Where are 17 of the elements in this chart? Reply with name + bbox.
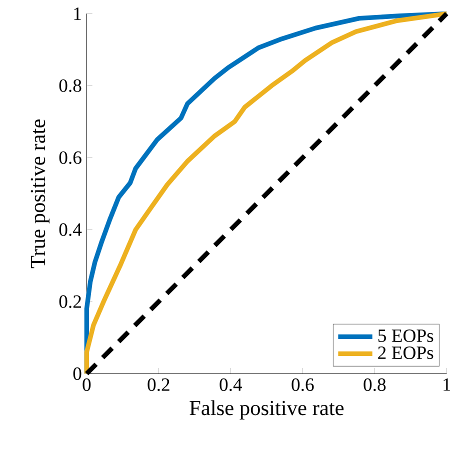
y-tick-label: 0	[73, 367, 82, 380]
line-series	[84, 11, 449, 376]
y-tick-label: 0.2	[59, 295, 81, 308]
y-tick-label: 0.6	[59, 151, 82, 164]
legend-label: 5 EOPs	[378, 329, 434, 342]
x-axis-title: False positive rate	[190, 400, 344, 420]
y-axis-title: True positive rate	[30, 120, 50, 268]
y-tick-label: 0.4	[59, 223, 82, 236]
x-tick-label: 0	[82, 378, 91, 391]
y-tick-label: 1	[74, 7, 81, 20]
x-tick-label: 0.2	[148, 378, 170, 392]
legend-label: 2 EOPs	[378, 346, 434, 360]
x-tick-label: 1	[444, 378, 450, 391]
x-tick-label: 0.6	[292, 378, 314, 392]
x-tick-label: 0.4	[220, 378, 242, 392]
y-tick-label: 0.8	[59, 79, 82, 92]
x-tick-label: 0.8	[364, 378, 386, 392]
